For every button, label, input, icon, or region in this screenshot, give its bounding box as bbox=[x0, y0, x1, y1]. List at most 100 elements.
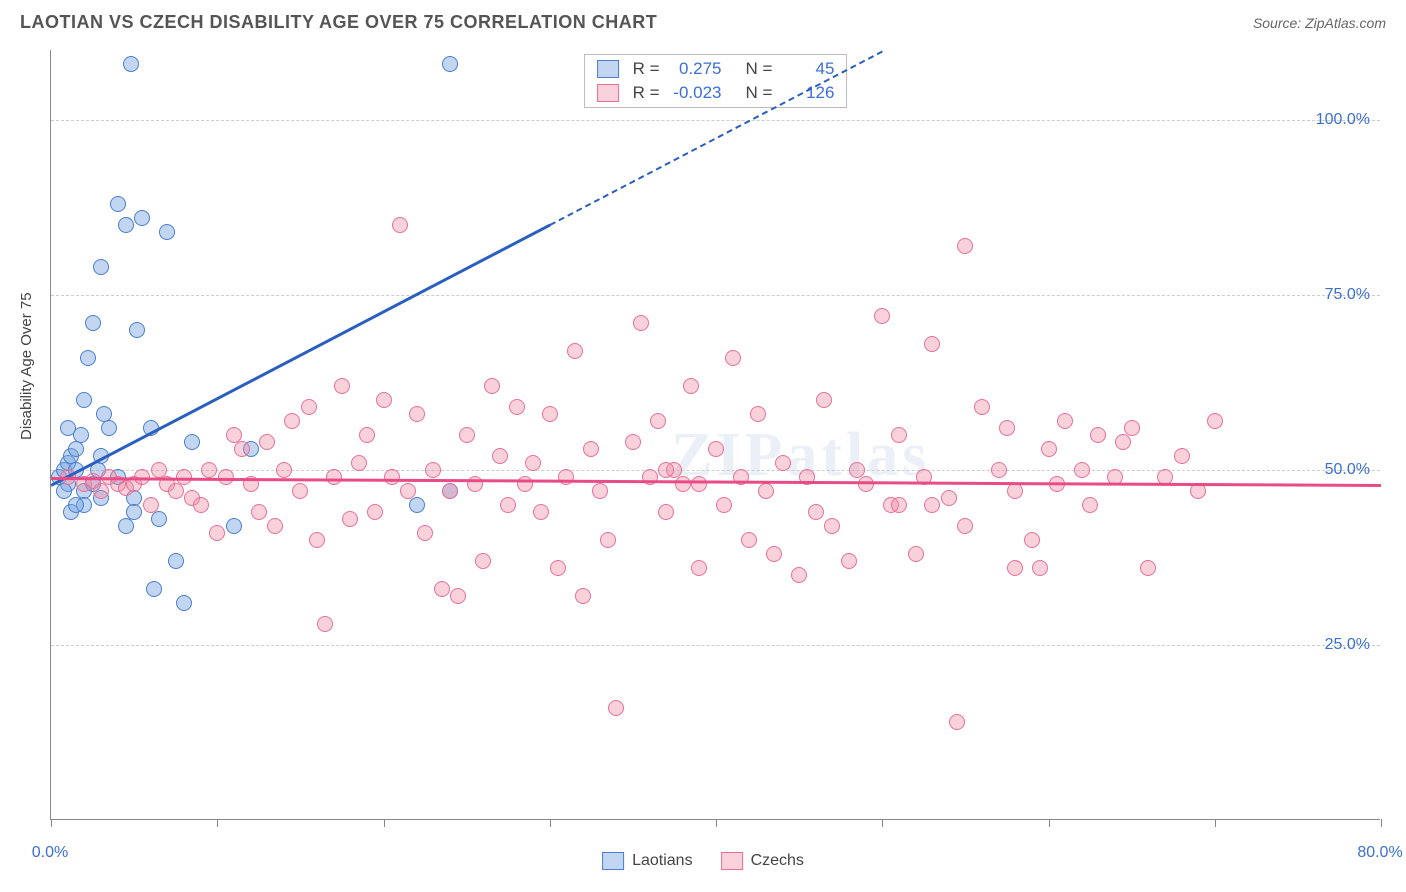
legend-swatch bbox=[602, 852, 624, 870]
data-point bbox=[550, 560, 566, 576]
data-point bbox=[118, 217, 134, 233]
x-tick bbox=[550, 819, 551, 827]
data-point bbox=[874, 308, 890, 324]
data-point bbox=[168, 553, 184, 569]
data-point bbox=[725, 350, 741, 366]
data-point bbox=[143, 497, 159, 513]
data-point bbox=[1115, 434, 1131, 450]
data-point bbox=[301, 399, 317, 415]
x-tick bbox=[1381, 819, 1382, 827]
r-value: 0.275 bbox=[670, 59, 722, 79]
trend-line bbox=[50, 224, 550, 487]
data-point bbox=[101, 420, 117, 436]
data-point bbox=[766, 546, 782, 562]
y-tick-label: 75.0% bbox=[1325, 286, 1370, 304]
data-point bbox=[650, 413, 666, 429]
data-point bbox=[284, 413, 300, 429]
data-point bbox=[675, 476, 691, 492]
stats-row: R =-0.023N =126 bbox=[585, 81, 847, 105]
y-tick-label: 25.0% bbox=[1325, 636, 1370, 654]
data-point bbox=[1057, 413, 1073, 429]
data-point bbox=[525, 455, 541, 471]
data-point bbox=[93, 259, 109, 275]
data-point bbox=[151, 511, 167, 527]
data-point bbox=[475, 553, 491, 569]
data-point bbox=[824, 518, 840, 534]
data-point bbox=[484, 378, 500, 394]
data-point bbox=[741, 532, 757, 548]
data-point bbox=[924, 497, 940, 513]
data-point bbox=[999, 420, 1015, 436]
series-legend: Laotians Czechs bbox=[602, 852, 804, 870]
data-point bbox=[841, 553, 857, 569]
data-point bbox=[68, 497, 84, 513]
data-point bbox=[442, 483, 458, 499]
data-point bbox=[276, 462, 292, 478]
r-value: -0.023 bbox=[670, 83, 722, 103]
data-point bbox=[583, 441, 599, 457]
data-point bbox=[691, 476, 707, 492]
data-point bbox=[1024, 532, 1040, 548]
data-point bbox=[658, 462, 674, 478]
data-point bbox=[68, 441, 84, 457]
source-name: ZipAtlas.com bbox=[1305, 15, 1386, 31]
n-label: N = bbox=[746, 83, 773, 103]
gridline bbox=[51, 645, 1380, 646]
x-tick-label: 80.0% bbox=[1357, 844, 1402, 862]
data-point bbox=[1074, 462, 1090, 478]
data-point bbox=[708, 441, 724, 457]
data-point bbox=[450, 588, 466, 604]
data-point bbox=[193, 497, 209, 513]
data-point bbox=[351, 455, 367, 471]
x-tick bbox=[716, 819, 717, 827]
data-point bbox=[392, 217, 408, 233]
x-tick bbox=[51, 819, 52, 827]
data-point bbox=[129, 322, 145, 338]
data-point bbox=[176, 595, 192, 611]
data-point bbox=[509, 399, 525, 415]
data-point bbox=[168, 483, 184, 499]
gridline bbox=[51, 470, 1380, 471]
x-tick bbox=[217, 819, 218, 827]
data-point bbox=[1174, 448, 1190, 464]
data-point bbox=[957, 238, 973, 254]
series-swatch bbox=[597, 60, 619, 78]
data-point bbox=[533, 504, 549, 520]
data-point bbox=[908, 546, 924, 562]
data-point bbox=[1124, 420, 1140, 436]
data-point bbox=[309, 532, 325, 548]
data-point bbox=[267, 518, 283, 534]
data-point bbox=[658, 504, 674, 520]
x-tick-label: 0.0% bbox=[32, 844, 68, 862]
data-point bbox=[791, 567, 807, 583]
data-point bbox=[76, 392, 92, 408]
data-point bbox=[941, 490, 957, 506]
data-point bbox=[592, 483, 608, 499]
legend-label: Czechs bbox=[751, 852, 804, 870]
y-tick-label: 50.0% bbox=[1325, 461, 1370, 479]
data-point bbox=[1090, 427, 1106, 443]
data-point bbox=[1041, 441, 1057, 457]
data-point bbox=[991, 462, 1007, 478]
data-point bbox=[234, 441, 250, 457]
data-point bbox=[85, 315, 101, 331]
data-point bbox=[492, 448, 508, 464]
data-point bbox=[184, 434, 200, 450]
data-point bbox=[359, 427, 375, 443]
data-point bbox=[542, 406, 558, 422]
data-point bbox=[891, 497, 907, 513]
data-point bbox=[1032, 560, 1048, 576]
data-point bbox=[251, 504, 267, 520]
data-point bbox=[500, 497, 516, 513]
data-point bbox=[459, 427, 475, 443]
data-point bbox=[425, 462, 441, 478]
r-label: R = bbox=[633, 83, 660, 103]
data-point bbox=[342, 511, 358, 527]
data-point bbox=[1007, 483, 1023, 499]
stats-row: R =0.275N =45 bbox=[585, 57, 847, 81]
data-point bbox=[625, 434, 641, 450]
data-point bbox=[691, 560, 707, 576]
data-point bbox=[683, 378, 699, 394]
data-point bbox=[376, 392, 392, 408]
legend-item: Laotians bbox=[602, 852, 693, 870]
